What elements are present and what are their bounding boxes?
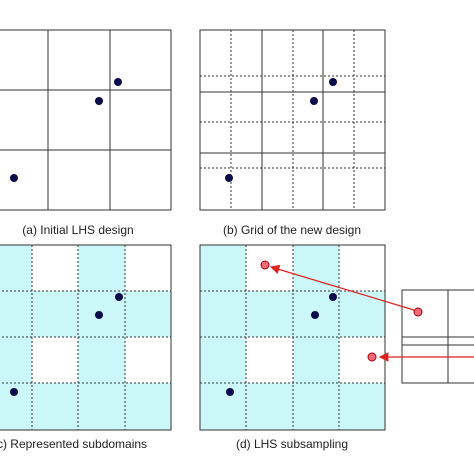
panel-d: (d) LHS subsampling	[199, 244, 386, 451]
caption: (c) Represented subdomains	[0, 437, 147, 451]
caption: (a) Initial LHS design	[22, 223, 133, 237]
panel-c: (c) Represented subdomains	[0, 244, 172, 451]
panel-b: (b) Grid of the new design	[199, 29, 386, 237]
extra-design	[269, 264, 474, 384]
caption: (b) Grid of the new design	[223, 223, 361, 237]
caption: (d) LHS subsampling	[236, 437, 348, 451]
panel-a: (a) Initial LHS design	[0, 29, 172, 237]
